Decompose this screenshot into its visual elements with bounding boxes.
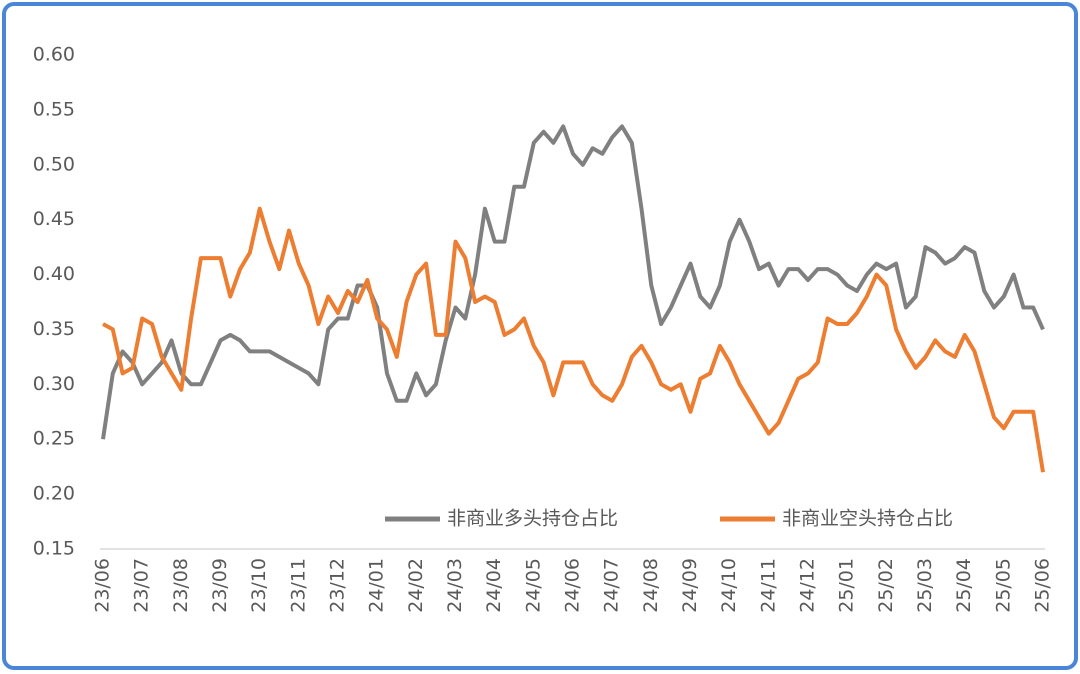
x-tick-label: 23/06: [92, 558, 114, 613]
y-tick-label: 0.35: [33, 318, 75, 340]
y-tick-label: 0.15: [33, 538, 75, 560]
x-tick-label: 24/11: [757, 558, 779, 613]
x-tick-label: 24/02: [405, 558, 427, 613]
x-tick-label: 23/07: [131, 558, 153, 613]
x-tick-label: 24/10: [718, 558, 740, 613]
x-tick-label: 25/06: [1032, 558, 1054, 613]
x-tick-label: 24/09: [679, 558, 701, 613]
x-tick-label: 23/10: [248, 558, 270, 613]
x-tick-label: 24/01: [366, 558, 388, 613]
legend-label: 非商业空头持仓占比: [782, 508, 953, 530]
series-line: [101, 124, 1045, 440]
x-tick-label: 23/09: [209, 558, 231, 613]
legend-label: 非商业多头持仓占比: [447, 508, 618, 530]
y-tick-label: 0.55: [33, 98, 75, 120]
x-tick-label: 25/03: [914, 558, 936, 613]
y-tick-label: 0.40: [33, 263, 75, 285]
x-tick-label: 24/03: [444, 558, 466, 613]
y-tick-label: 0.45: [33, 208, 75, 230]
y-tick-label: 0.20: [33, 483, 75, 505]
x-tick-label: 25/05: [992, 558, 1014, 613]
x-tick-label: 24/05: [522, 558, 544, 613]
x-tick-label: 24/12: [797, 558, 819, 613]
series-line: [102, 206, 1045, 473]
y-tick-label: 0.30: [33, 373, 75, 395]
x-tick-label: 23/12: [327, 558, 349, 613]
x-tick-label: 23/08: [170, 558, 192, 613]
x-tick-label: 24/04: [483, 558, 505, 613]
y-tick-label: 0.60: [33, 44, 75, 66]
x-tick-label: 25/02: [875, 558, 897, 613]
y-tick-label: 0.25: [33, 428, 75, 450]
y-tick-label: 0.50: [33, 153, 75, 175]
x-tick-label: 24/07: [601, 558, 623, 613]
x-tick-label: 24/06: [562, 558, 584, 613]
x-tick-label: 25/04: [953, 558, 975, 613]
x-tick-label: 24/08: [640, 558, 662, 613]
x-tick-label: 25/01: [836, 558, 858, 613]
x-tick-label: 23/11: [287, 558, 309, 613]
